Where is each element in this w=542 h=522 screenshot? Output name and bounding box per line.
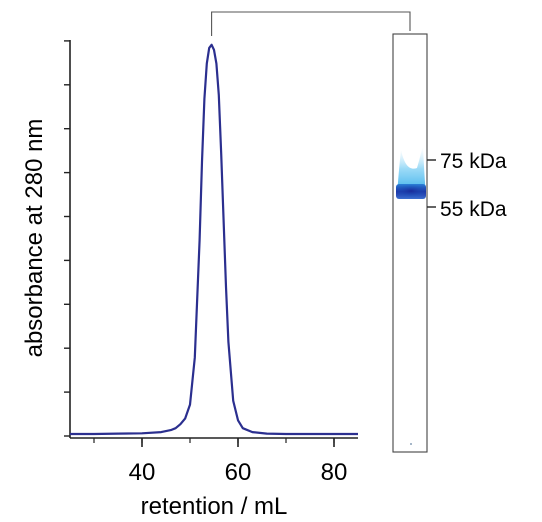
gel-speck — [410, 443, 412, 445]
x-axis-label: retention / mL — [141, 493, 288, 520]
gel-band-halo — [397, 146, 426, 196]
x-tick-label: 40 — [129, 459, 156, 486]
marker-label-75: 75 kDa — [440, 150, 507, 173]
x-tick-label: 60 — [225, 459, 252, 486]
x-axis-ticks: 40 60 80 — [93, 438, 348, 486]
series-absorbance-line — [70, 43, 358, 436]
gel-lane-frame — [392, 33, 428, 453]
x-tick-label: 80 — [321, 459, 348, 486]
y-axis-ticks — [64, 40, 70, 437]
gel-lane — [392, 33, 428, 453]
gel-band-core-glow — [396, 185, 426, 197]
y-axis-label: absorbance at 280 nm — [21, 119, 48, 358]
marker-label-55: 55 kDa — [440, 198, 507, 221]
peak-to-lane-bracket — [211, 11, 411, 36]
